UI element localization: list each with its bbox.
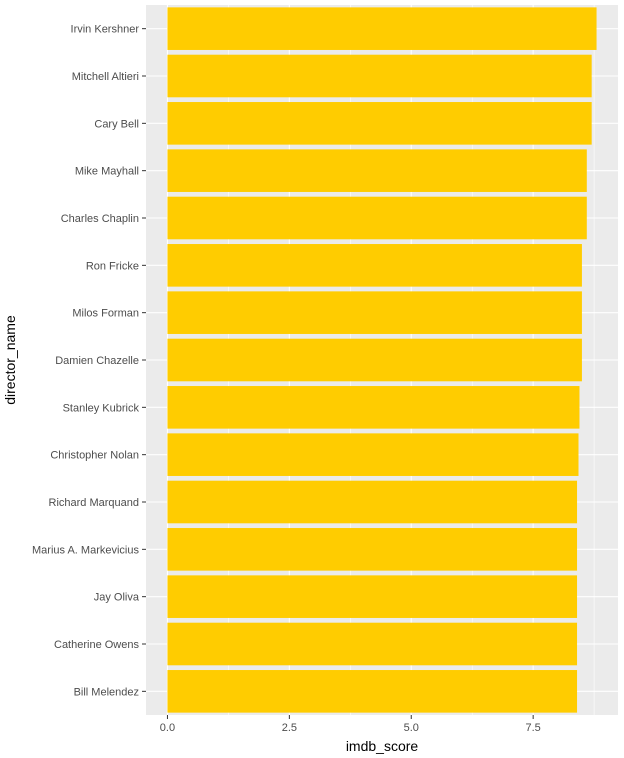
bar [167, 149, 587, 192]
x-axis-ticks: 0.0 2.5 5.0 7.5 [160, 715, 541, 734]
y-tick-label: Richard Marquand [49, 497, 140, 509]
y-tick-label: Charles Chaplin [61, 213, 139, 225]
bar [167, 386, 580, 429]
bars-group [167, 7, 597, 713]
bar [167, 670, 578, 713]
y-tick-label: Milos Forman [72, 308, 139, 320]
bar [167, 196, 587, 240]
y-tick-label: Christopher Nolan [50, 450, 139, 462]
y-axis-title: director_name [2, 315, 18, 405]
y-tick-label: Damien Chazelle [55, 355, 139, 367]
x-tick-label: 7.5 [526, 722, 541, 734]
y-tick-label: Stanley Kubrick [63, 402, 140, 414]
y-tick-label: Marius A. Markevicius [32, 544, 139, 556]
bar [167, 575, 578, 618]
x-tick-label: 2.5 [282, 722, 297, 734]
bar [167, 102, 592, 145]
bar [167, 480, 578, 524]
x-tick-label: 0.0 [160, 722, 175, 734]
y-tick-label: Mike Mayhall [75, 166, 139, 178]
bar [167, 7, 597, 50]
y-tick-label: Irvin Kershner [71, 24, 140, 36]
bar [167, 622, 578, 666]
bar [167, 528, 578, 571]
y-tick-label: Bill Melendez [74, 686, 139, 698]
bar [167, 54, 592, 98]
y-tick-label: Jay Oliva [94, 592, 140, 604]
y-tick-label: Cary Bell [94, 118, 139, 130]
bar [167, 338, 582, 382]
bar [167, 291, 582, 334]
y-tick-label: Ron Fricke [86, 260, 139, 272]
bar [167, 244, 582, 287]
y-tick-label: Mitchell Altieri [72, 71, 139, 83]
y-axis-ticks: Irvin Kershner Mitchell Altieri Cary Bell M… [32, 24, 146, 698]
y-tick-label: Catherine Owens [54, 639, 139, 651]
x-tick-label: 5.0 [404, 722, 419, 734]
bar [167, 433, 579, 476]
x-axis-title: imdb_score [346, 738, 419, 754]
